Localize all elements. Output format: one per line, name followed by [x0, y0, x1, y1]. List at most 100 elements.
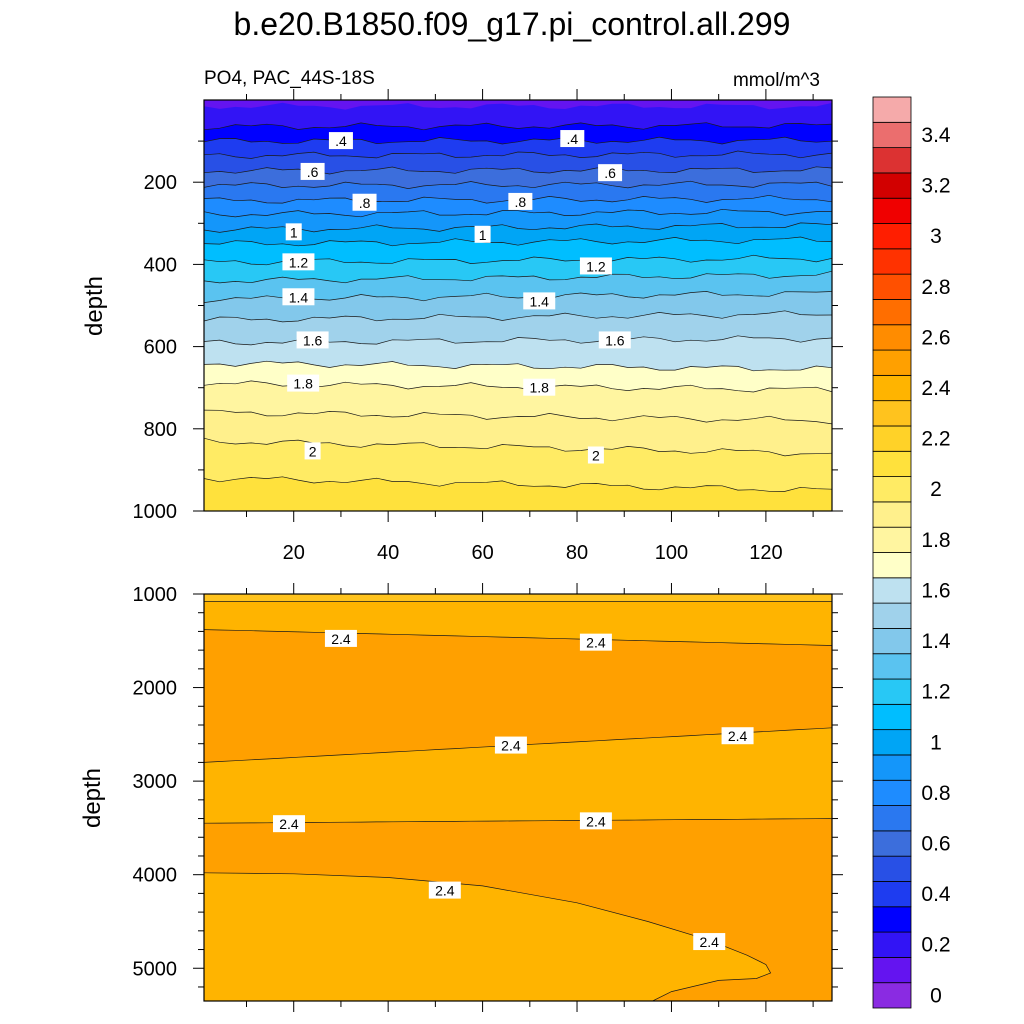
colorbar-swatch [872, 881, 912, 908]
lower-contour-label-box [579, 812, 612, 830]
lower-axes: 1000 2000 3000 4000 5000 [133, 583, 843, 1012]
lower-contour-label: 2.4 [579, 633, 612, 651]
colorbar-swatch [872, 703, 912, 731]
lower-y-tick-label: 2000 [133, 678, 178, 700]
upper-contour-label: 1.4 [282, 288, 315, 306]
colorbar-tick-label: 0.4 [921, 883, 951, 906]
lower-y-tick-label: 1000 [133, 584, 178, 606]
upper-contour-label: 1.8 [523, 378, 556, 396]
upper-x-tick-label: 20 [283, 542, 305, 564]
upper-contour-label-box [328, 132, 353, 150]
lower-contour-label: 2.4 [428, 881, 461, 899]
upper-y-tick-label: 1000 [133, 501, 178, 523]
upper-contour-line [204, 270, 832, 284]
colorbar-tick-label: 1.8 [921, 529, 950, 552]
colorbar-swatch [872, 400, 912, 427]
upper-y-tick-label: 800 [144, 419, 177, 441]
upper-contour-line [204, 409, 832, 425]
upper-contour-label-box [282, 253, 315, 271]
upper-x-tick-label: 40 [377, 542, 399, 564]
upper-x-tick-label: 60 [471, 542, 493, 564]
lower-contour-label-box [324, 629, 357, 647]
main-title: b.e20.B1850.f09_g17.pi_control.all.299 [234, 6, 791, 42]
upper-contour-label-box [282, 288, 315, 306]
upper-contour-line [204, 236, 832, 247]
lower-contour-label-text: 2.4 [699, 934, 719, 950]
upper-contour-label: 1.2 [579, 257, 612, 275]
colorbar-swatch [872, 830, 912, 857]
lower-filled-contours [204, 594, 832, 1001]
colorbar-swatch [872, 248, 912, 275]
colorbar-swatch [872, 425, 912, 452]
colorbar-tick-label: 0.8 [921, 782, 950, 805]
colorbar-swatch [872, 223, 912, 250]
upper-contour-label-box [508, 192, 533, 210]
upper-contour-label-text: .8 [515, 194, 527, 210]
upper-contour-label: 2 [587, 446, 604, 464]
lower-contour-line [204, 818, 832, 824]
colorbar-tick-label: 0 [930, 984, 942, 1007]
lower-contour-label: 2.4 [272, 815, 305, 833]
colorbar-tick-label: 2.8 [921, 276, 950, 299]
colorbar-swatch [872, 628, 912, 655]
colorbar-tick-label: 1 [930, 731, 942, 754]
upper-contour-label: 1.6 [598, 331, 631, 349]
upper-contour-label-text: .4 [566, 131, 578, 147]
colorbar-swatch [872, 374, 912, 402]
colorbar-swatch [872, 678, 912, 705]
lower-contour-label-text: 2.4 [586, 635, 606, 651]
lower-contour-line [204, 629, 832, 646]
colorbar-tick-label: 3.2 [921, 175, 950, 198]
upper-contour-line [204, 360, 832, 372]
upper-contour-line [204, 222, 832, 233]
upper-contour-line [204, 136, 832, 145]
upper-contour-label-text: .6 [307, 164, 319, 180]
colorbar-tick-label: 0.2 [921, 934, 950, 957]
colorbar-swatch [872, 956, 912, 984]
upper-contour-label: 1.4 [523, 292, 556, 310]
colorbar-tick-label: 0.6 [921, 833, 950, 856]
upper-contour-line [204, 180, 832, 189]
upper-contour-label-box [285, 223, 302, 241]
upper-contour-label: .4 [560, 130, 585, 148]
colorbar-swatch [872, 349, 912, 376]
lower-contour-label-text: 2.4 [435, 883, 455, 899]
colorbar-swatch [872, 729, 912, 756]
upper-filled-contours [204, 100, 832, 511]
colorbar-swatch [872, 450, 912, 477]
upper-contour-label-text: 1.8 [530, 380, 550, 396]
colorbar-swatch [872, 526, 912, 553]
upper-contour-label-text: 1.4 [289, 289, 309, 305]
colorbar-tick-label: 1.6 [921, 579, 950, 602]
lower-contour-label: 2.4 [324, 629, 357, 647]
colorbar-swatch [872, 273, 912, 300]
lower-contour-label-text: 2.4 [331, 631, 351, 647]
colorbar-swatch [872, 552, 912, 579]
colorbar-swatch [872, 172, 912, 199]
units-label: mmol/m^3 [733, 70, 820, 91]
lower-contour-label-text: 2.4 [279, 816, 299, 832]
upper-contour-lines [204, 122, 832, 492]
upper-contour-label-text: 1.6 [605, 332, 625, 348]
upper-contour-label-box [587, 446, 604, 464]
colorbar-swatch [872, 805, 912, 832]
upper-y-axis-label: depth [81, 276, 108, 336]
colorbar-tick-label: 3 [930, 225, 942, 248]
colorbar-tick-label: 1.2 [921, 681, 950, 704]
lower-contour-label-box [579, 633, 612, 651]
lower-y-tick-label: 5000 [133, 958, 178, 980]
lower-contour-label-box [494, 736, 527, 754]
colorbar-swatch [872, 96, 912, 123]
upper-contour-label-text: 1 [479, 227, 487, 243]
colorbar-tick-label: 2 [930, 478, 942, 501]
upper-contour-label: 1.6 [296, 331, 329, 349]
upper-contour-label-box [300, 162, 325, 180]
upper-contour-label-box [579, 257, 612, 275]
lower-plot-frame [203, 593, 833, 1002]
upper-fill-band [204, 476, 832, 511]
upper-contour-label-box [296, 331, 329, 349]
colorbar-swatch [872, 602, 912, 629]
upper-y-tick-label: 400 [144, 254, 177, 276]
upper-contour-line [204, 122, 832, 131]
upper-x-tick-label: 80 [566, 542, 588, 564]
